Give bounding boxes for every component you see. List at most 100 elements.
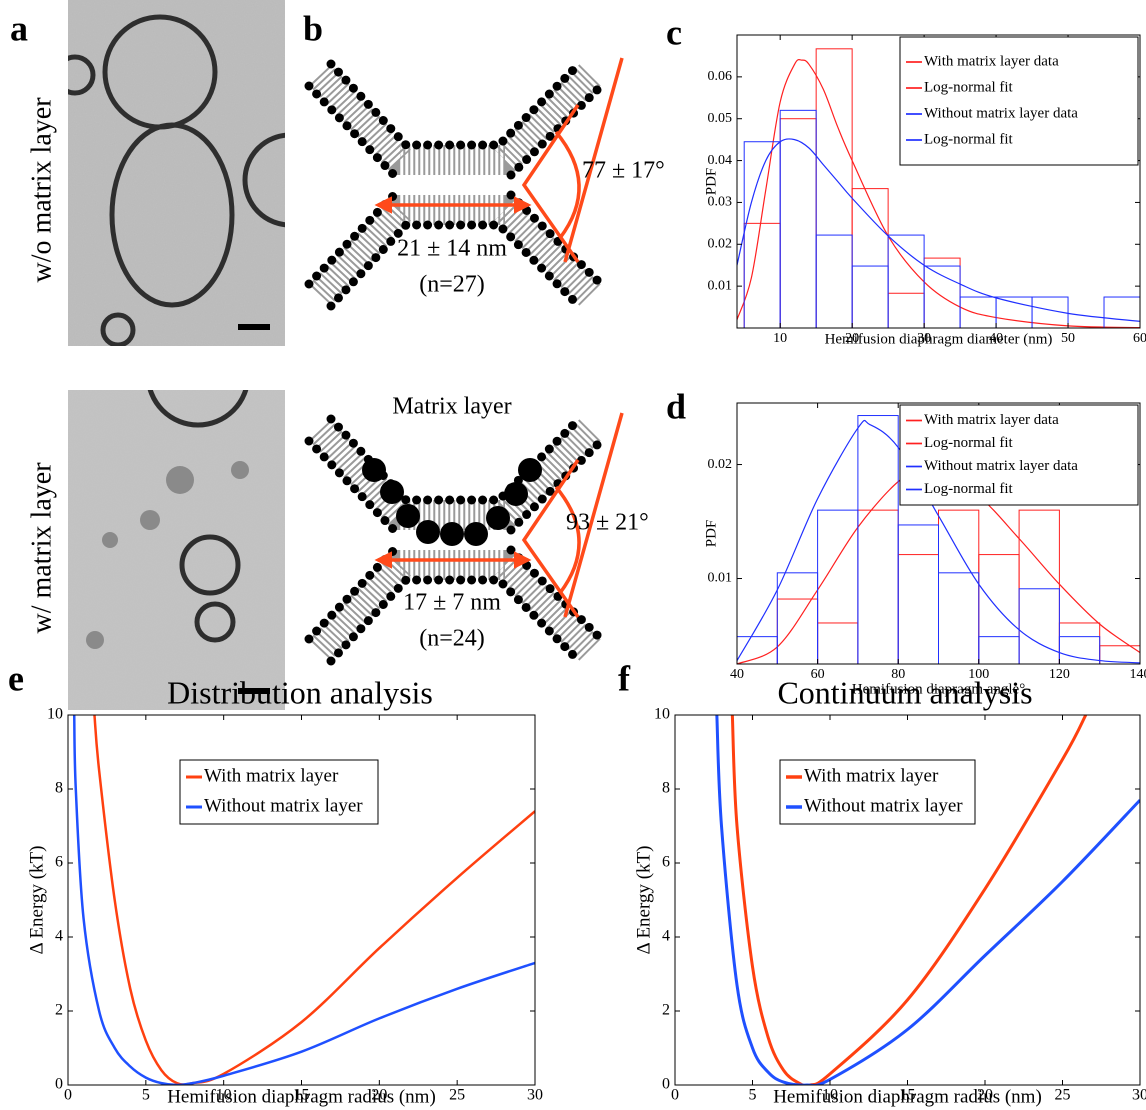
chart: 40 60 80 100 120 140 0.01 0.02 Hemifusion diapra… xyxy=(703,402,1146,697)
chart-title: Continuum analysis xyxy=(777,674,1032,710)
panel-label: a xyxy=(10,8,28,48)
chart: 10 20 30 40 50 60 0.01 0.02 0.03 0.04 0.05 0.06 Hemi… xyxy=(703,34,1146,347)
x-axis-label: Hemifusion diaphragm radius (nm) xyxy=(167,1086,436,1107)
legend-box xyxy=(179,759,379,825)
x-tick-label: 20 xyxy=(977,1087,993,1104)
y-tick-label: 0.05 xyxy=(708,111,733,126)
histogram-bar xyxy=(1018,509,1060,664)
count-label: (n=24) xyxy=(419,626,485,652)
histogram-bar xyxy=(815,234,853,328)
micrograph-label: w/o matrix layer xyxy=(26,97,57,283)
histogram-bar xyxy=(776,572,819,664)
x-tick-label: 0 xyxy=(671,1087,679,1104)
histogram-bar xyxy=(743,222,781,328)
x-tick-label: 40 xyxy=(730,667,744,682)
angle-label: 93 ± 21° xyxy=(566,510,649,536)
matrix-label: Matrix layer xyxy=(392,394,511,420)
legend-label: Without matrix layer data xyxy=(924,105,1078,121)
x-tick-label: 40 xyxy=(989,331,1003,346)
y-axis-label: PDF xyxy=(703,168,719,196)
bilayer-diagram xyxy=(309,58,624,306)
histogram-bar xyxy=(817,509,859,664)
x-tick-label: 25 xyxy=(1055,1087,1071,1104)
micrograph-label: w/ matrix layer xyxy=(26,462,57,634)
width-label: 21 ± 14 nm xyxy=(397,236,507,262)
x-tick-label: 140 xyxy=(1130,667,1146,682)
histogram-bar xyxy=(779,109,817,328)
histogram-bar xyxy=(995,296,1033,328)
count-label: (n=27) xyxy=(419,272,485,298)
legend-label: With matrix layer data xyxy=(924,53,1059,69)
histogram-bar xyxy=(887,292,925,328)
y-tick-label: 0 xyxy=(662,1076,670,1093)
x-tick-label: 15 xyxy=(294,1087,310,1104)
y-tick-label: 4 xyxy=(662,928,670,945)
y-tick-label: 0.02 xyxy=(708,237,733,252)
micrograph-top xyxy=(68,0,285,346)
y-tick-label: 0.01 xyxy=(708,571,733,586)
legend-label: Without matrix layer data xyxy=(924,458,1078,474)
legend-box xyxy=(779,759,976,825)
legend-label: Without matrix layer xyxy=(804,795,963,816)
panel-label: d xyxy=(666,386,686,426)
angle-label: 77 ± 17° xyxy=(582,158,665,184)
histogram-bar xyxy=(1018,588,1060,664)
axes-box xyxy=(736,34,1141,329)
y-tick-label: 6 xyxy=(55,854,63,871)
y-tick-label: 0.06 xyxy=(708,69,733,84)
histogram-bar xyxy=(815,48,853,328)
panel-label: c xyxy=(666,12,682,52)
histogram-bar xyxy=(897,554,940,664)
histogram-bar xyxy=(887,234,925,328)
histogram-bar xyxy=(959,296,997,328)
y-tick-label: 0 xyxy=(55,1076,63,1093)
x-axis-label: Hemifusion diaphragm diameter (nm) xyxy=(825,331,1053,347)
y-tick-label: 10 xyxy=(47,706,63,723)
y-tick-label: 8 xyxy=(662,780,670,797)
panel-label: b xyxy=(303,8,323,48)
x-tick-label: 30 xyxy=(917,331,931,346)
histogram-bar xyxy=(897,524,940,664)
x-tick-label: 30 xyxy=(1132,1087,1146,1104)
legend-label: Log-normal fit xyxy=(924,435,1014,451)
legend-label: With matrix layer xyxy=(204,765,339,786)
plot-area xyxy=(72,715,535,1085)
x-tick-label: 50 xyxy=(1061,331,1075,346)
x-tick-label: 30 xyxy=(527,1087,543,1104)
legend-label: With matrix layer xyxy=(804,765,939,786)
x-tick-label: 60 xyxy=(1133,331,1146,346)
legend-box xyxy=(899,36,1139,166)
legend-label: Without matrix layer xyxy=(204,795,363,816)
y-tick-label: 10 xyxy=(654,706,670,723)
y-tick-label: 6 xyxy=(662,854,670,871)
x-tick-label: 20 xyxy=(845,331,859,346)
y-tick-label: 2 xyxy=(662,1002,670,1019)
x-tick-label: 100 xyxy=(968,667,989,682)
histogram-bar xyxy=(1031,296,1069,328)
legend-label: Log-normal fit xyxy=(924,79,1014,95)
histogram-bar xyxy=(776,598,819,664)
histogram-bar xyxy=(938,509,980,664)
fit-line xyxy=(737,138,1140,322)
histogram-bar xyxy=(938,572,980,664)
y-tick-label: 0.01 xyxy=(708,278,733,293)
x-tick-label: 5 xyxy=(142,1087,150,1104)
x-tick-label: 25 xyxy=(449,1087,465,1104)
histogram-bar xyxy=(1058,636,1101,664)
y-tick-label: 4 xyxy=(55,928,63,945)
y-tick-label: 0.04 xyxy=(708,153,733,168)
legend-box xyxy=(899,404,1139,506)
histogram-bar xyxy=(857,415,899,664)
fit-line xyxy=(737,58,1140,328)
width-label: 17 ± 7 nm xyxy=(403,590,501,616)
x-tick-label: 10 xyxy=(822,1087,838,1104)
y-tick-label: 0.02 xyxy=(708,457,733,472)
x-tick-label: 20 xyxy=(371,1087,387,1104)
fit-line xyxy=(730,715,1088,1085)
micrograph-bottom xyxy=(68,390,285,710)
axes-box xyxy=(736,402,1141,665)
panel-label: f xyxy=(618,658,631,698)
histogram-bar xyxy=(851,265,889,328)
